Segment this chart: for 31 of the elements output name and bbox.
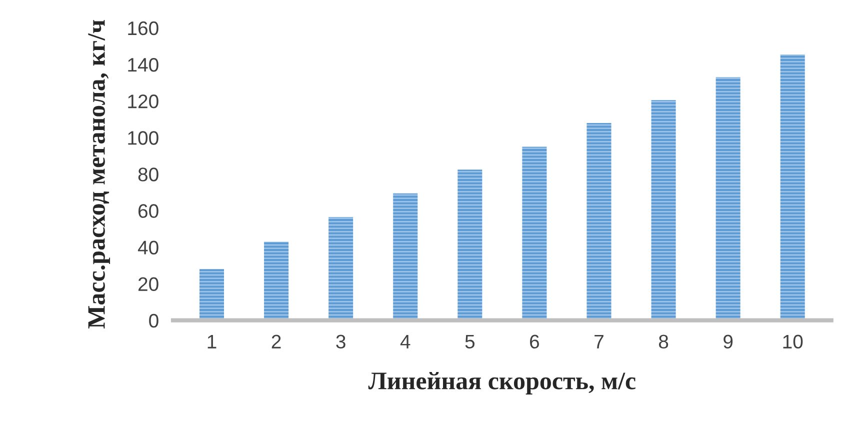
- x-tick-label: 9: [724, 334, 733, 349]
- x-tick-label: 6: [530, 334, 540, 349]
- y-tick-label: 80: [138, 168, 158, 182]
- bar: [458, 170, 482, 320]
- x-tick-label: 7: [594, 334, 604, 348]
- bar: [522, 146, 547, 320]
- y-tick-label: 120: [128, 94, 158, 108]
- x-tick-label: 3: [336, 334, 346, 349]
- y-tick-label: 100: [128, 131, 158, 145]
- bar: [780, 54, 805, 320]
- bar: [328, 217, 354, 320]
- y-tick-label: 20: [138, 277, 158, 292]
- y-tick-label: 60: [138, 204, 158, 218]
- bar: [651, 100, 676, 320]
- x-tick-label: 8: [658, 334, 668, 349]
- y-tick-label: 140: [128, 58, 158, 72]
- bar: [586, 122, 612, 320]
- x-tick-label: 2: [272, 334, 281, 348]
- x-tick-label: 10: [783, 334, 803, 349]
- bar: [716, 77, 740, 320]
- x-axis-title: Линейная скорость, м/с: [368, 372, 636, 394]
- y-axis-title: Масс.расход метанола, кг/ч: [88, 20, 110, 328]
- bar: [393, 193, 418, 320]
- x-tick-label: 1: [208, 334, 216, 348]
- y-tick-label: 160: [128, 21, 158, 36]
- bar: [264, 242, 289, 320]
- bar: [199, 269, 224, 320]
- y-tick-label: 0: [149, 314, 158, 328]
- y-tick-label: 40: [138, 240, 158, 254]
- x-tick-label: 5: [465, 334, 474, 349]
- x-tick-label: 4: [400, 334, 410, 348]
